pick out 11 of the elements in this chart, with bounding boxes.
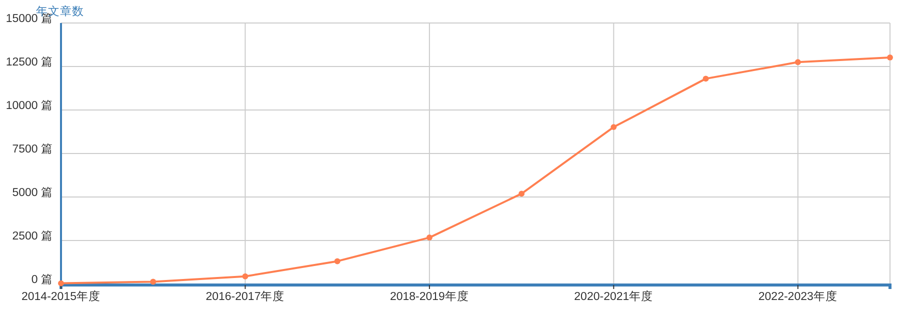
y-tick-label: 7500 篇 [12, 142, 53, 156]
y-tick-label: 10000 篇 [6, 98, 53, 112]
y-tick-label: 0 篇 [31, 272, 53, 286]
y-tick-label: 5000 篇 [12, 186, 53, 199]
y-tick-label: 2500 篇 [12, 229, 53, 242]
x-tick-label: 2022-2023年度 [758, 289, 838, 304]
x-tick-label: 2018-2019年度 [390, 289, 469, 304]
x-tick-label: 2014-2015年度 [22, 289, 100, 304]
x-tick-label: 2020-2021年度 [574, 289, 654, 304]
x-tick-label: 2016-2017年度 [206, 289, 285, 304]
y-tick-label: 12500 篇 [6, 55, 53, 68]
